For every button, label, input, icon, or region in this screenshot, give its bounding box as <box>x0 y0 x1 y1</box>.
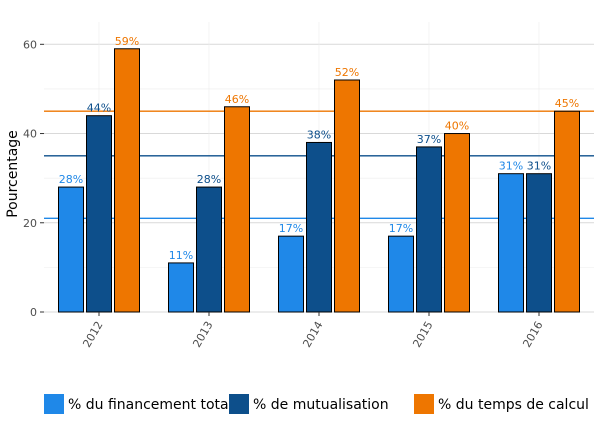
x-tick-label: 2014 <box>300 319 325 350</box>
data-label: 17% <box>389 222 413 235</box>
bar <box>498 173 524 313</box>
y-tick-label: 60 <box>23 38 37 51</box>
legend-label: % du financement total <box>68 397 233 413</box>
legend-label: % du temps de calcul <box>438 397 589 413</box>
x-tick-label: 2015 <box>410 319 435 350</box>
data-label: 28% <box>197 173 221 186</box>
data-label: 38% <box>307 128 331 141</box>
data-label: 52% <box>335 66 359 79</box>
y-tick-label: 40 <box>23 128 37 141</box>
legend: % du financement total % de mutualisation… <box>44 394 589 414</box>
bar <box>416 146 442 313</box>
y-tick-label: 0 <box>30 306 37 319</box>
legend-swatch <box>229 394 249 414</box>
data-label: 45% <box>555 97 579 110</box>
data-label: 17% <box>279 222 303 235</box>
data-label: 28% <box>59 173 83 186</box>
bar <box>444 133 470 313</box>
x-tick-label: 2012 <box>80 319 105 350</box>
bar <box>58 186 84 313</box>
data-labels: 28% 44% 59% 11% 28% 46% 17% 38% 52% 17% 37% 40% 31% 3… <box>59 35 579 262</box>
bar <box>306 141 332 313</box>
y-axis: 0 20 40 60 <box>23 38 44 319</box>
bar <box>388 235 414 313</box>
bar <box>278 235 304 313</box>
data-label: 44% <box>87 102 111 115</box>
bar <box>114 48 140 313</box>
data-label: 46% <box>225 93 249 106</box>
bar <box>168 262 194 313</box>
bar <box>86 115 112 313</box>
data-label: 37% <box>417 133 441 146</box>
data-label: 11% <box>169 249 193 262</box>
data-label: 40% <box>445 120 469 133</box>
data-label: 59% <box>115 35 139 48</box>
bar <box>196 186 222 313</box>
x-tick-label: 2016 <box>520 319 545 350</box>
data-label: 31% <box>527 160 551 173</box>
bar <box>224 106 250 313</box>
x-axis: 2012 2013 2014 2015 2016 <box>80 312 546 350</box>
legend-swatch <box>414 394 434 414</box>
legend-label: % de mutualisation <box>253 397 389 413</box>
x-tick-label: 2013 <box>190 319 215 350</box>
y-tick-label: 20 <box>23 217 37 230</box>
bars <box>58 48 580 313</box>
bar <box>554 110 580 313</box>
data-label: 31% <box>499 160 523 173</box>
bar <box>334 79 360 313</box>
bar <box>526 173 552 313</box>
y-axis-title: Pourcentage <box>5 130 21 218</box>
legend-swatch <box>44 394 64 414</box>
